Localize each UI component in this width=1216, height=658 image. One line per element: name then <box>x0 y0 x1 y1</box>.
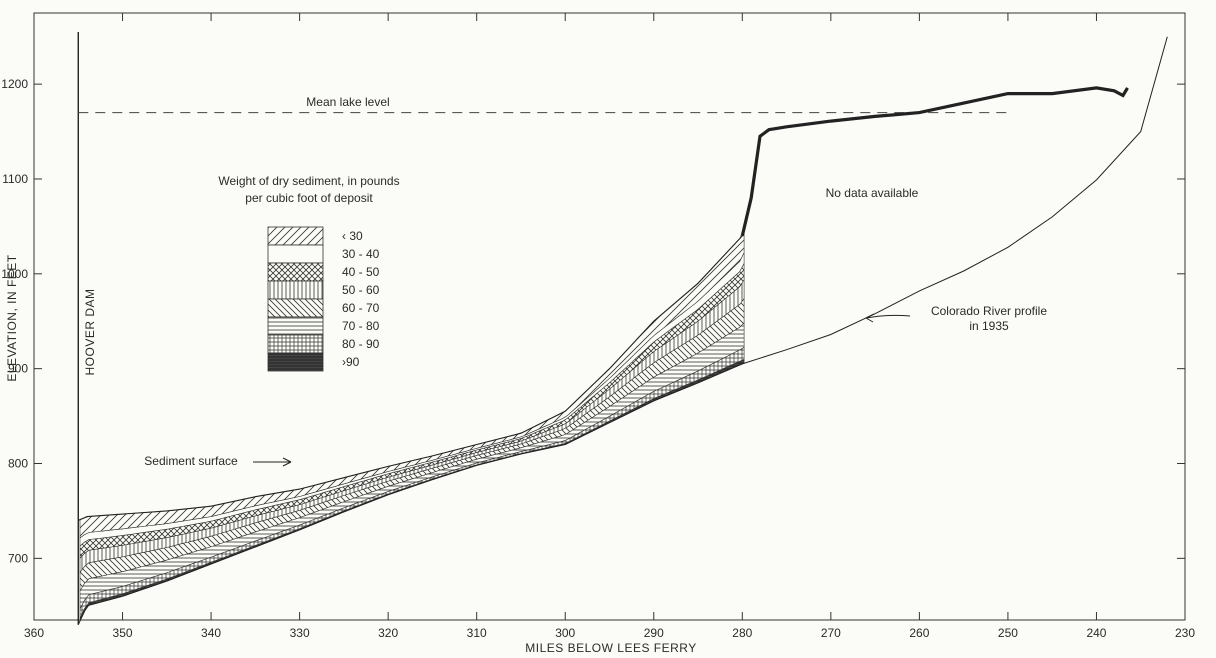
legend-entry-label: ›90 <box>342 355 360 369</box>
legend-swatch <box>267 226 324 246</box>
legend-entry-label: 70 - 80 <box>342 319 380 333</box>
legend-entry-label: 50 - 60 <box>342 283 380 297</box>
y-tick-label: 700 <box>8 551 28 565</box>
y-tick-label: 1100 <box>2 172 28 186</box>
y-tick-label: 900 <box>8 362 28 376</box>
mean-lake-level-label: Mean lake level <box>306 95 389 109</box>
legend-title-line2: per cubic foot of deposit <box>245 191 373 205</box>
x-tick-label: 330 <box>290 626 310 640</box>
river-profile-arrowhead <box>865 313 875 323</box>
x-tick-label: 240 <box>1086 626 1106 640</box>
delta-front-line <box>740 86 1129 237</box>
x-tick-label: 290 <box>644 626 664 640</box>
x-tick-label: 250 <box>998 626 1018 640</box>
x-tick-label: 340 <box>201 626 221 640</box>
x-tick-label: 360 <box>24 626 44 640</box>
series-river-profile-line <box>77 36 1168 625</box>
y-tick-label: 1000 <box>1 267 28 281</box>
legend-swatch <box>267 352 324 372</box>
x-tick-label: 320 <box>378 626 398 640</box>
river-profile-label: Colorado River profile <box>931 304 1047 318</box>
legend-swatch <box>267 244 324 264</box>
y-axis-label: ELEVATION, IN FEET <box>5 254 19 381</box>
legend: Weight of dry sediment, in pounds per cu… <box>218 174 400 372</box>
legend-entry-label: 80 - 90 <box>342 337 380 351</box>
legend-swatch <box>267 298 324 318</box>
legend-title-line1: Weight of dry sediment, in pounds <box>218 174 399 188</box>
x-tick-label: 310 <box>467 626 487 640</box>
sediment-surface-label: Sediment surface <box>144 454 238 468</box>
y-tick-label: 1200 <box>1 77 28 91</box>
legend-swatch <box>267 280 324 300</box>
x-axis-label: MILES BELOW LEES FERRY <box>525 641 697 655</box>
y-tick-label: 800 <box>8 457 28 471</box>
x-tick-label: 270 <box>821 626 841 640</box>
x-tick-label: 260 <box>909 626 929 640</box>
legend-swatch <box>267 262 324 282</box>
legend-entry-label: 30 - 40 <box>342 247 380 261</box>
legend-swatch <box>267 334 324 354</box>
x-tick-label: 280 <box>732 626 752 640</box>
legend-entry-label: ‹ 30 <box>342 229 363 243</box>
x-tick-label: 230 <box>1175 626 1195 640</box>
hoover-dam-label: HOOVER DAM <box>83 288 97 375</box>
legend-entry-label: 40 - 50 <box>342 265 380 279</box>
no-data-label: No data available <box>826 186 919 200</box>
river-profile-year-label: in 1935 <box>969 319 1009 333</box>
river-profile-leader <box>865 314 911 319</box>
x-tick-label: 300 <box>555 626 575 640</box>
sediment-surface-arrowhead <box>282 457 292 467</box>
legend-swatch <box>267 316 324 336</box>
x-tick-label: 350 <box>113 626 133 640</box>
sediment-layers <box>79 228 745 622</box>
axis-ticks: 360 350 340 330 320 310 300 290 280 270 260 250 240 2… <box>1 13 1195 640</box>
plot-frame <box>33 12 1186 621</box>
legend-entry-label: 60 - 70 <box>342 301 380 315</box>
